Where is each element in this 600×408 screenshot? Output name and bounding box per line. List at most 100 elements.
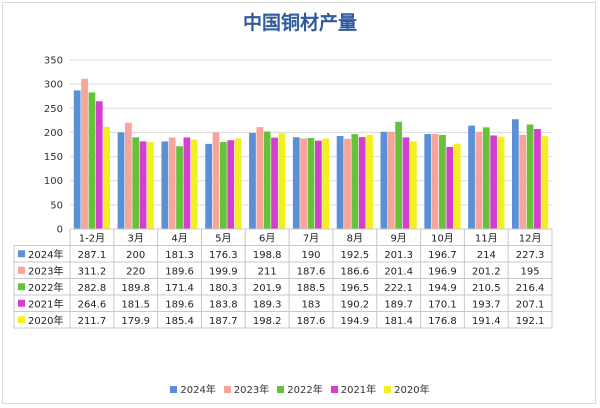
data-label: 189.6 (165, 266, 194, 277)
bar (227, 140, 235, 229)
x-category-label: 5月 (215, 232, 231, 244)
bar (395, 121, 403, 229)
legend-swatch (223, 386, 231, 393)
data-label: 227.3 (516, 250, 545, 261)
bar (526, 124, 534, 229)
bar (161, 141, 169, 229)
table-series-name: 2021年 (28, 297, 63, 310)
x-category-label: 1-2月 (79, 232, 105, 244)
bar (95, 101, 103, 229)
data-label: 183 (301, 299, 320, 310)
bar (249, 133, 256, 229)
legend-label: 2024年 (180, 385, 216, 396)
data-label: 194.9 (340, 316, 369, 327)
bar (424, 134, 432, 229)
table-legend-swatch (18, 283, 25, 291)
bar (541, 136, 549, 229)
data-label: 194.9 (428, 283, 457, 294)
data-label: 181.4 (384, 316, 413, 327)
x-category-label: 12月 (519, 232, 542, 244)
bar (300, 138, 308, 229)
data-label: 201.2 (472, 266, 501, 277)
data-label: 188.5 (297, 283, 326, 294)
legend-swatch (330, 386, 338, 393)
legend-label: 2021年 (340, 385, 377, 396)
table-series-name: 2024年 (28, 248, 63, 261)
bar (534, 129, 541, 229)
data-label: 198.8 (253, 250, 282, 261)
data-label: 183.8 (209, 299, 238, 310)
x-category-label: 4月 (171, 232, 187, 244)
bar (511, 119, 519, 229)
data-label: 196.7 (428, 250, 457, 261)
bar (336, 136, 344, 229)
data-label: 210.5 (472, 283, 501, 294)
data-label: 189.3 (253, 299, 282, 310)
data-label: 189.6 (165, 299, 194, 310)
data-label: 181.3 (165, 250, 194, 261)
x-category-label: 10月 (431, 232, 454, 244)
y-tick-label: 250 (44, 104, 63, 115)
data-label: 196.5 (340, 283, 369, 294)
legend-label: 2020年 (394, 385, 430, 396)
bar (263, 131, 271, 229)
bar (168, 137, 176, 229)
data-label: 187.6 (297, 266, 326, 277)
bar (124, 122, 132, 229)
bar (475, 131, 483, 229)
bar (81, 78, 88, 229)
bar (482, 127, 490, 229)
data-label: 196.9 (428, 266, 457, 277)
bar (73, 90, 81, 230)
legend-item: 2024年 (170, 381, 216, 396)
bar (387, 131, 395, 229)
data-label: 170.1 (428, 299, 457, 310)
data-label: 287.1 (78, 250, 107, 261)
data-label: 193.7 (472, 299, 501, 310)
legend-label: 2022年 (287, 385, 323, 396)
data-label: 171.4 (165, 283, 194, 294)
data-label: 190.2 (340, 299, 369, 310)
bar (409, 141, 417, 229)
data-label: 180.3 (209, 283, 238, 294)
data-label: 176.3 (209, 250, 238, 261)
bar (271, 137, 278, 229)
chart-title: 中国铜材产量 (242, 12, 357, 34)
table-series-name: 2022年 (28, 281, 63, 294)
data-label: 191.4 (472, 316, 501, 327)
data-label: 176.8 (428, 316, 457, 327)
bar (497, 136, 505, 229)
y-tick-label: 300 (44, 80, 63, 91)
y-tick-label: 100 (44, 176, 63, 187)
bar (314, 140, 322, 229)
data-label: 195 (521, 266, 540, 277)
data-label: 211.7 (78, 316, 107, 327)
bar (439, 134, 446, 229)
chart-legend: 2024年 2023年 2022年 2021年 2020年 (0, 381, 600, 396)
data-label: 200 (126, 250, 145, 261)
bar (256, 127, 264, 229)
bar (117, 132, 125, 229)
bar (351, 134, 359, 229)
bar (205, 143, 213, 229)
table-legend-swatch (18, 250, 25, 258)
bar (490, 135, 498, 229)
x-category-label: 9月 (390, 232, 406, 244)
bar (344, 138, 351, 229)
table-series-name: 2020年 (28, 314, 63, 327)
data-label: 198.2 (253, 316, 282, 327)
bar (446, 146, 454, 229)
bar (358, 137, 366, 229)
data-label: 192.5 (340, 250, 369, 261)
x-category-label: 8月 (347, 232, 363, 244)
data-label: 216.4 (516, 283, 545, 294)
bar (147, 142, 154, 229)
bar (380, 131, 388, 229)
data-label: 185.4 (165, 316, 194, 327)
bar (322, 138, 330, 229)
bar (212, 132, 220, 229)
x-category-label: 11月 (475, 232, 498, 244)
table-legend-swatch (18, 299, 25, 307)
legend-item: 2023年 (223, 381, 269, 396)
data-label: 201.3 (384, 250, 413, 261)
